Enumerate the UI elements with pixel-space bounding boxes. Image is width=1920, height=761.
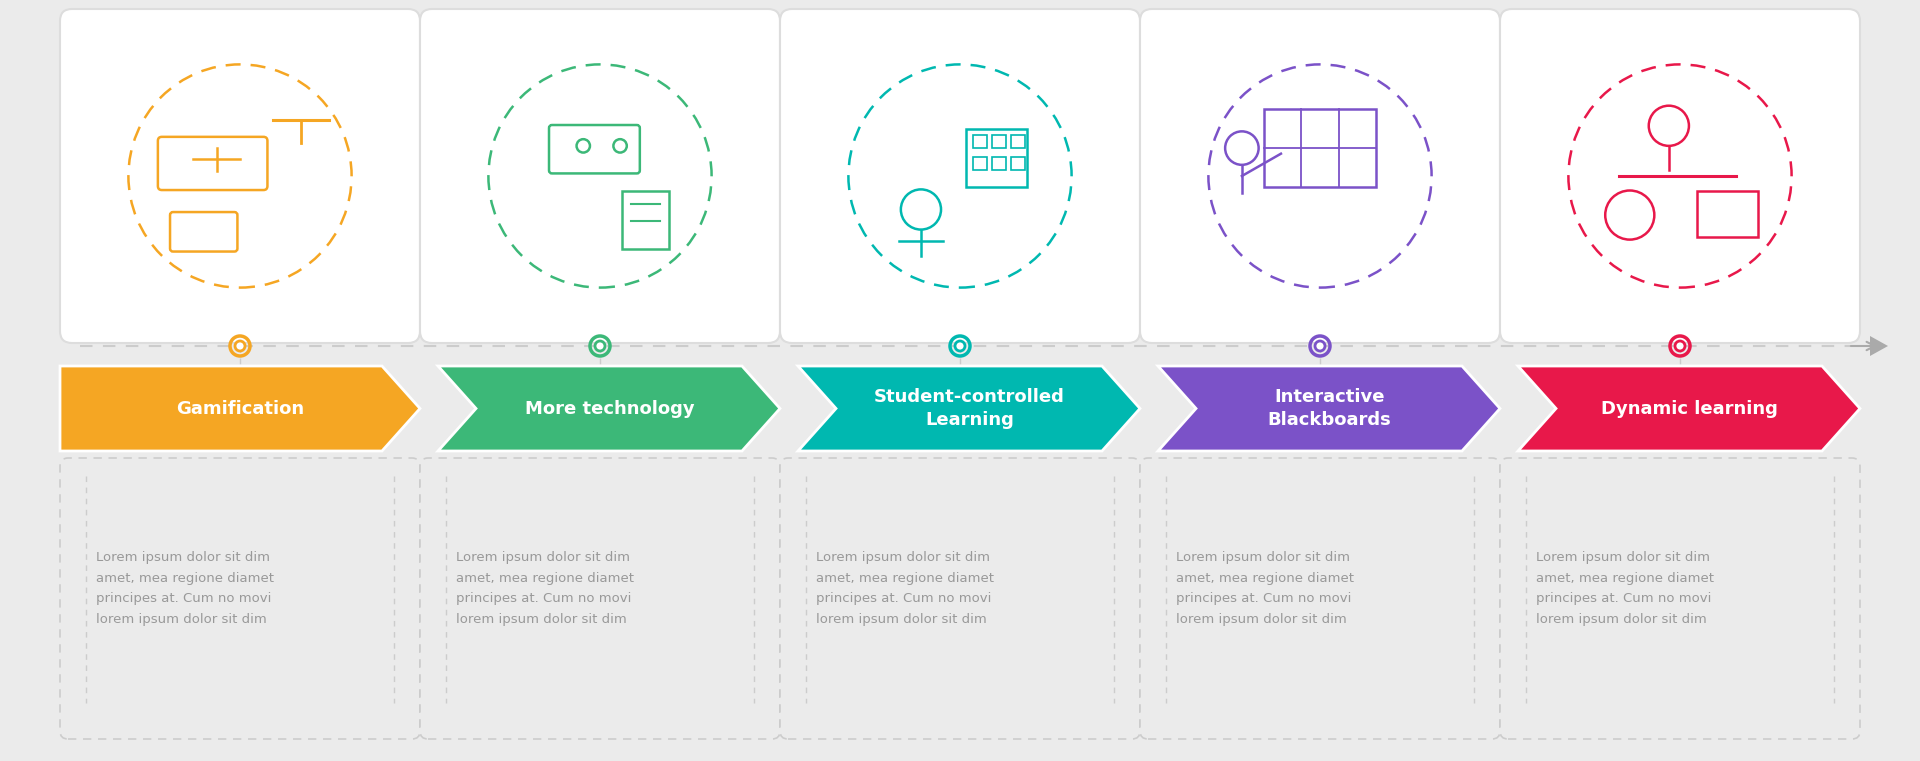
Text: Lorem ipsum dolor sit dim
amet, mea regione diamet
principes at. Cum no movi
lor: Lorem ipsum dolor sit dim amet, mea regi… <box>1536 551 1715 626</box>
Text: Dynamic learning: Dynamic learning <box>1601 400 1778 418</box>
Polygon shape <box>1158 366 1500 451</box>
Polygon shape <box>1870 336 1887 356</box>
Text: Lorem ipsum dolor sit dim
amet, mea regione diamet
principes at. Cum no movi
lor: Lorem ipsum dolor sit dim amet, mea regi… <box>816 551 995 626</box>
Text: Gamification: Gamification <box>177 400 303 418</box>
FancyBboxPatch shape <box>60 458 420 739</box>
Text: Lorem ipsum dolor sit dim
amet, mea regione diamet
principes at. Cum no movi
lor: Lorem ipsum dolor sit dim amet, mea regi… <box>1175 551 1354 626</box>
FancyBboxPatch shape <box>1140 9 1500 343</box>
Circle shape <box>1315 341 1325 351</box>
Text: More technology: More technology <box>524 400 695 418</box>
Polygon shape <box>1519 366 1860 451</box>
FancyBboxPatch shape <box>420 458 780 739</box>
Text: Student-controlled
Learning: Student-controlled Learning <box>874 387 1066 429</box>
Polygon shape <box>799 366 1140 451</box>
FancyBboxPatch shape <box>1500 9 1860 343</box>
Text: Lorem ipsum dolor sit dim
amet, mea regione diamet
principes at. Cum no movi
lor: Lorem ipsum dolor sit dim amet, mea regi… <box>457 551 634 626</box>
FancyBboxPatch shape <box>780 458 1140 739</box>
Circle shape <box>1674 341 1686 351</box>
Circle shape <box>234 341 246 351</box>
FancyBboxPatch shape <box>780 9 1140 343</box>
Text: Lorem ipsum dolor sit dim
amet, mea regione diamet
principes at. Cum no movi
lor: Lorem ipsum dolor sit dim amet, mea regi… <box>96 551 275 626</box>
Text: Interactive
Blackboards: Interactive Blackboards <box>1267 387 1392 429</box>
Circle shape <box>954 341 966 351</box>
Circle shape <box>595 341 605 351</box>
FancyBboxPatch shape <box>420 9 780 343</box>
Polygon shape <box>60 366 420 451</box>
FancyBboxPatch shape <box>1500 458 1860 739</box>
FancyBboxPatch shape <box>60 9 420 343</box>
FancyBboxPatch shape <box>1140 458 1500 739</box>
Polygon shape <box>438 366 780 451</box>
